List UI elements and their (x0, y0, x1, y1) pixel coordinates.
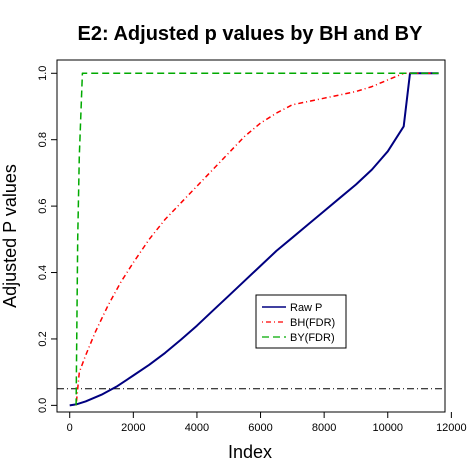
legend-label-2: BY(FDR) (290, 332, 335, 344)
y-tick-label: 0.8 (37, 132, 49, 147)
x-axis-label: Index (228, 442, 272, 462)
x-tick-label: 2000 (121, 422, 145, 434)
x-tick-label: 10000 (372, 422, 403, 434)
chart-title: E2: Adjusted p values by BH and BY (78, 23, 424, 45)
y-tick-label: 0.6 (37, 198, 49, 213)
y-axis-label: Adjusted P values (0, 164, 20, 308)
legend-label-0: Raw P (290, 302, 322, 314)
y-tick-label: 0.0 (37, 398, 49, 413)
y-axis: 0.0 0.2 0.4 0.6 0.8 1.0 (37, 66, 57, 413)
x-tick-label: 6000 (248, 422, 272, 434)
x-tick-label: 12000 (436, 422, 467, 434)
y-tick-label: 0.2 (37, 331, 49, 346)
x-tick-label: 0 (67, 422, 73, 434)
x-axis: 0 2000 4000 6000 8000 10000 12000 (67, 412, 467, 434)
series-layer (69, 72, 439, 407)
series-line-1 (75, 72, 439, 406)
legend-label-1: BH(FDR) (290, 317, 335, 329)
plot-frame (56, 59, 446, 413)
y-tick-label: 1.0 (37, 66, 49, 81)
series-line-0 (69, 72, 439, 407)
x-tick-label: 4000 (185, 422, 209, 434)
x-tick-label: 8000 (312, 422, 336, 434)
legend: Raw P BH(FDR) BY(FDR) (255, 294, 347, 349)
series-line-2 (75, 72, 439, 406)
y-tick-label: 0.4 (37, 265, 49, 280)
